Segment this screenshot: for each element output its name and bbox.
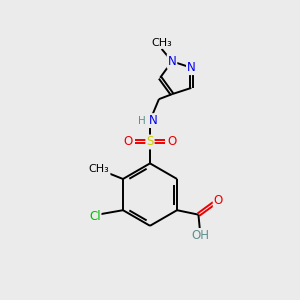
Text: N: N — [168, 55, 176, 68]
Text: Cl: Cl — [89, 210, 100, 223]
Text: O: O — [167, 136, 177, 148]
Text: H: H — [138, 116, 146, 126]
Text: O: O — [123, 136, 133, 148]
Text: N: N — [149, 114, 158, 127]
Text: CH₃: CH₃ — [89, 164, 110, 175]
Text: N: N — [187, 61, 196, 74]
Text: S: S — [146, 136, 154, 148]
Text: O: O — [214, 194, 223, 207]
Text: OH: OH — [191, 229, 209, 242]
Text: CH₃: CH₃ — [151, 38, 172, 48]
